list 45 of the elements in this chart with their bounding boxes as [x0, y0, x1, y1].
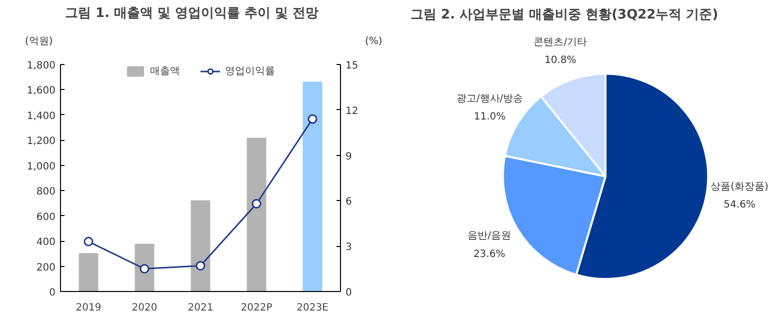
- x-tick-label: 2020: [132, 302, 158, 314]
- data-label: 10.8%: [544, 55, 576, 66]
- y-tick-label: 600: [36, 212, 56, 223]
- bar: [302, 82, 322, 292]
- y-tick-label: 1,000: [26, 161, 56, 172]
- chart-title: 그림 1. 매출액 및 영업이익률 추이 및 전망: [65, 5, 319, 23]
- y-tick-label: 1,800: [26, 60, 56, 72]
- data-label: 23.6%: [473, 248, 506, 260]
- legend-label: 매출액: [150, 65, 180, 78]
- y2-tick-label: 6: [346, 196, 352, 208]
- x-tick-label: 2019: [76, 302, 102, 314]
- data-label: 11.0%: [474, 111, 506, 122]
- bar: [246, 138, 266, 292]
- y2-tick-label: 3: [346, 242, 352, 254]
- chart-title: 그림 2. 사업부문별 매출비중 현황(3Q22누적 기준): [410, 8, 718, 22]
- y-axis-title: (억원): [25, 35, 53, 49]
- point: [140, 264, 150, 274]
- y-tick-label: 200: [36, 262, 56, 274]
- point: [308, 114, 318, 124]
- y-tick-label: 0: [49, 288, 56, 298]
- bar: [190, 200, 210, 292]
- y-tick-label: 400: [36, 237, 56, 248]
- y2-tick-label: 12: [346, 106, 358, 117]
- y2-tick-label: 9: [346, 151, 352, 162]
- y-tick-label: 1,400: [26, 110, 56, 122]
- point: [196, 261, 206, 271]
- y-tick-label: 800: [36, 186, 56, 198]
- y2-axis-title: (%): [365, 35, 382, 49]
- legend-label: 영업이익률: [225, 65, 275, 78]
- bar: [78, 253, 98, 292]
- point: [84, 236, 94, 246]
- slice-label: 콘텐츠/기타: [534, 37, 588, 48]
- x-tick-label: 2023E: [296, 302, 328, 314]
- y2-tick-label: 0: [346, 288, 352, 298]
- point: [252, 198, 262, 208]
- slice-label: 상품(화장품): [710, 181, 769, 192]
- x-tick-label: 2022P: [240, 302, 272, 314]
- data-label: 54.6%: [724, 200, 756, 211]
- y-tick-label: 1,600: [26, 86, 56, 97]
- y2-tick-label: 15: [346, 60, 358, 72]
- bar: [134, 244, 154, 292]
- slice-label: 음반/음원: [468, 230, 512, 242]
- x-tick-label: 2021: [188, 302, 214, 314]
- slice-label: 광고/행사/방송: [456, 93, 524, 104]
- y-tick-label: 1,200: [26, 136, 56, 148]
